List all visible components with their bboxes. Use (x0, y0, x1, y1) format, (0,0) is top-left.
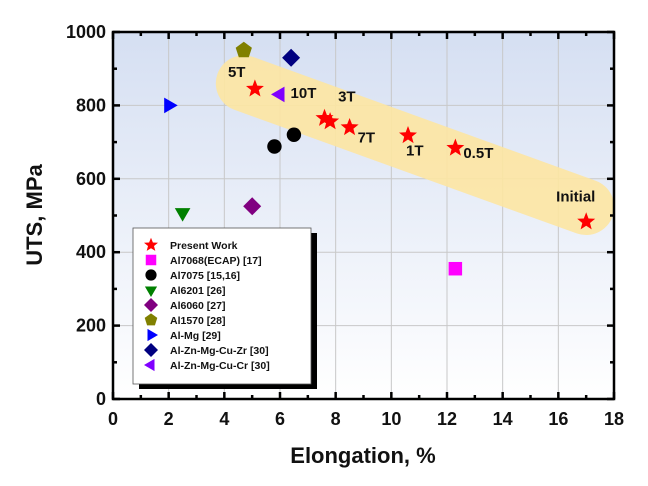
x-tick-label: 6 (275, 409, 285, 429)
data-point-diamond (282, 48, 301, 67)
y-axis-title: UTS, MPa (22, 164, 47, 266)
data-point-star (246, 79, 264, 97)
legend-marker-triangle-left (144, 358, 155, 372)
legend-label: Al-Mg [29] (170, 330, 221, 342)
data-point-triangle-right (164, 97, 178, 114)
data-point-star (340, 118, 359, 136)
point-label: 5T (228, 64, 246, 81)
data-point-star (399, 126, 417, 144)
legend-label: Present Work (170, 240, 238, 252)
x-tick-label: 16 (548, 409, 568, 429)
data-point-triangle-down (174, 208, 191, 222)
data-point-triangle-left (271, 86, 285, 103)
point-label: 10T (291, 85, 317, 102)
x-tick-label: 4 (219, 409, 229, 429)
point-label: 0.5T (463, 145, 493, 162)
legend-label: Al6201 [26] (170, 285, 225, 297)
point-label: 7T (358, 129, 376, 146)
y-tick-label: 0 (96, 389, 106, 409)
x-tick-label: 12 (437, 409, 457, 429)
y-tick-label: 800 (76, 95, 106, 115)
x-tick-label: 10 (381, 409, 401, 429)
legend-label: Al-Zn-Mg-Cu-Zr [30] (170, 345, 269, 357)
x-axis-title: Elongation, % (290, 443, 435, 468)
x-tick-label: 2 (164, 409, 174, 429)
y-tick-label: 400 (76, 242, 106, 262)
data-point-diamond (243, 197, 262, 216)
x-tick-labels: 0 2 4 6 8 10 12 14 16 18 (108, 409, 624, 429)
data-point-star (315, 108, 334, 126)
y-tick-label: 600 (76, 169, 106, 189)
data-point-star (321, 112, 340, 130)
point-label: 1T (406, 142, 424, 159)
data-point-star (446, 138, 465, 156)
data-point-circle (267, 139, 282, 154)
legend-label: Al-Zn-Mg-Cu-Cr [30] (170, 360, 270, 372)
y-tick-labels: 0 200 400 600 800 1000 (66, 22, 106, 409)
legend-marker-square (145, 254, 157, 266)
point-annotations: 5T 10T 3T 7T 1T 0.5T Initial (228, 64, 595, 206)
legend-marker-pentagon (144, 313, 158, 326)
data-point-square (448, 261, 463, 276)
point-label: Initial (556, 189, 595, 206)
highlight-band (215, 55, 615, 236)
legend-label: Al1570 [28] (170, 315, 225, 327)
data-point-pentagon (235, 41, 252, 58)
axis-ticks (111, 30, 616, 401)
y-tick-label: 1000 (66, 22, 106, 42)
legend-marker-triangle-right (147, 328, 158, 342)
legend-label: Al7068(ECAP) [17] (170, 255, 262, 267)
legend-marker-circle (145, 269, 157, 281)
legend-marker-triangle-down (144, 286, 158, 297)
data-points (164, 41, 596, 276)
point-label: 3T (338, 89, 356, 106)
data-point-circle (286, 127, 302, 142)
x-tick-label: 14 (493, 409, 513, 429)
legend-label: Al6060 [27] (170, 300, 225, 312)
data-point-star (577, 212, 596, 230)
legend: Present Work Al7068(ECAP) [17] Al7075 [15,… (132, 227, 317, 389)
legend-marker-diamond (144, 298, 158, 312)
x-tick-label: 8 (331, 409, 341, 429)
legend-marker-star (144, 237, 158, 251)
legend-label: Al7075 [15,16] (170, 270, 240, 282)
y-tick-label: 200 (76, 316, 106, 336)
legend-marker-diamond (144, 343, 158, 357)
legend-box (132, 227, 312, 385)
x-tick-label: 18 (604, 409, 624, 429)
x-tick-label: 0 (108, 409, 118, 429)
